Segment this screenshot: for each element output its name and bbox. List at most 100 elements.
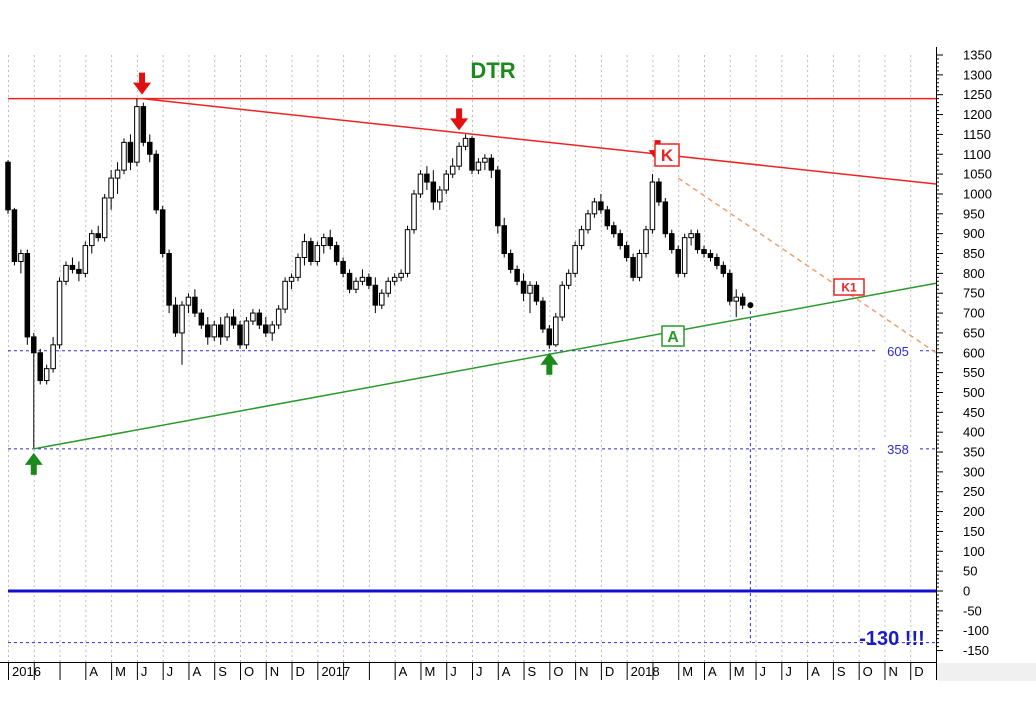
y-tick-label: 500 (963, 385, 985, 400)
candle-up (462, 137, 469, 147)
x-tick-label: A (811, 664, 820, 679)
y-tick-label: 250 (963, 484, 985, 499)
candle-up (391, 276, 398, 282)
x-tick-label: A (89, 664, 98, 679)
candle-down (533, 284, 540, 302)
candle-up (89, 233, 95, 247)
y-tick-label: 1150 (963, 127, 991, 142)
candle-up (578, 229, 585, 247)
y-tick-label: 1100 (963, 147, 991, 162)
candle-up (456, 145, 462, 167)
trendline-k (141, 97, 937, 185)
level-label-bg (878, 341, 918, 360)
candle-down (617, 233, 623, 247)
y-tick-label: -50 (963, 603, 982, 618)
candle-down (507, 253, 514, 270)
candle-down (192, 296, 198, 314)
candle-up (437, 189, 443, 203)
level-label-bg (878, 439, 918, 458)
candle-down (340, 260, 346, 274)
candle-down (256, 312, 263, 326)
candle-up (50, 344, 56, 370)
candle-down (430, 181, 437, 203)
candle-up (63, 264, 69, 282)
x-tick-label: N (888, 664, 897, 679)
candle-up (18, 253, 24, 262)
candle-up (443, 173, 449, 191)
candle-down (598, 201, 604, 211)
y-tick-label: 950 (963, 206, 985, 221)
candle-down (366, 276, 372, 286)
candle-up (243, 320, 250, 346)
candle-down (469, 137, 475, 171)
candle-up (179, 304, 185, 334)
candle-up (114, 169, 121, 179)
candle-up (449, 165, 456, 175)
chart-title: DTR (470, 58, 515, 83)
candle-up (359, 276, 366, 282)
candle-up (121, 141, 127, 171)
candle-down (127, 141, 134, 163)
candle-down (217, 324, 224, 338)
x-tick-label: D (914, 664, 923, 679)
x-tick-label: J (167, 664, 174, 679)
candle-down (308, 241, 314, 262)
tag-box-k1 (833, 278, 865, 296)
x-tick-label: D (296, 664, 305, 679)
candle-up (379, 292, 385, 306)
candle-down (546, 328, 553, 346)
candle-down (147, 141, 153, 155)
candle-down (669, 233, 675, 251)
y-tick-label: 700 (963, 306, 985, 321)
candle-up (250, 312, 256, 322)
x-tick-label: J (450, 664, 457, 679)
candle-down (372, 284, 379, 306)
candle-up (134, 106, 140, 163)
x-tick-label: A (399, 664, 408, 679)
y-tick-label: 800 (963, 266, 985, 281)
candle-up (417, 173, 424, 195)
candle-down (630, 256, 636, 278)
candle-up (82, 245, 89, 274)
candle-down (623, 245, 630, 258)
y-tick-label: 100 (963, 544, 985, 559)
y-tick-label: 1000 (963, 186, 992, 201)
x-axis-ticks: 2016 A M J J A S O N D 2017 A M J J A S O N D 2018 M A M J J A S O N D (8, 662, 924, 680)
candle-down (739, 296, 746, 306)
candle-up (649, 181, 656, 231)
y-tick-label: 200 (963, 504, 985, 519)
x-tick-label: M (424, 664, 435, 679)
candle-up (295, 256, 301, 278)
candle-down (76, 268, 82, 274)
trendline-k1 (677, 177, 937, 354)
y-tick-label: 350 (963, 445, 985, 460)
candle-down (31, 336, 37, 354)
y-tick-label: 50 (963, 564, 977, 579)
candle-down (5, 161, 11, 211)
x-tick-label: A (708, 664, 717, 679)
x-tick-label: O (553, 664, 563, 679)
y-tick-label: 150 (963, 524, 985, 539)
y-tick-label: 300 (963, 464, 985, 479)
candle-down (24, 253, 31, 338)
candle-up (56, 280, 63, 346)
x-tick-label: J (785, 664, 792, 679)
level-lines (8, 305, 936, 644)
candle-up (398, 272, 404, 278)
x-tick-label: M (115, 664, 126, 679)
y-tick-label: 1250 (963, 87, 992, 102)
y-tick-label: 400 (963, 425, 985, 440)
y-tick-label: 450 (963, 405, 985, 420)
y-tick-label: 850 (963, 246, 985, 261)
y-tick-label: 900 (963, 226, 985, 241)
y-tick-label: -150 (963, 643, 989, 658)
candle-down (540, 300, 546, 330)
arrow-up-icon (24, 452, 43, 475)
candle-down (495, 169, 501, 227)
candle-down (263, 324, 269, 334)
candle-down (172, 304, 179, 334)
candle-down (153, 153, 159, 211)
x-tick-label: M (682, 664, 693, 679)
